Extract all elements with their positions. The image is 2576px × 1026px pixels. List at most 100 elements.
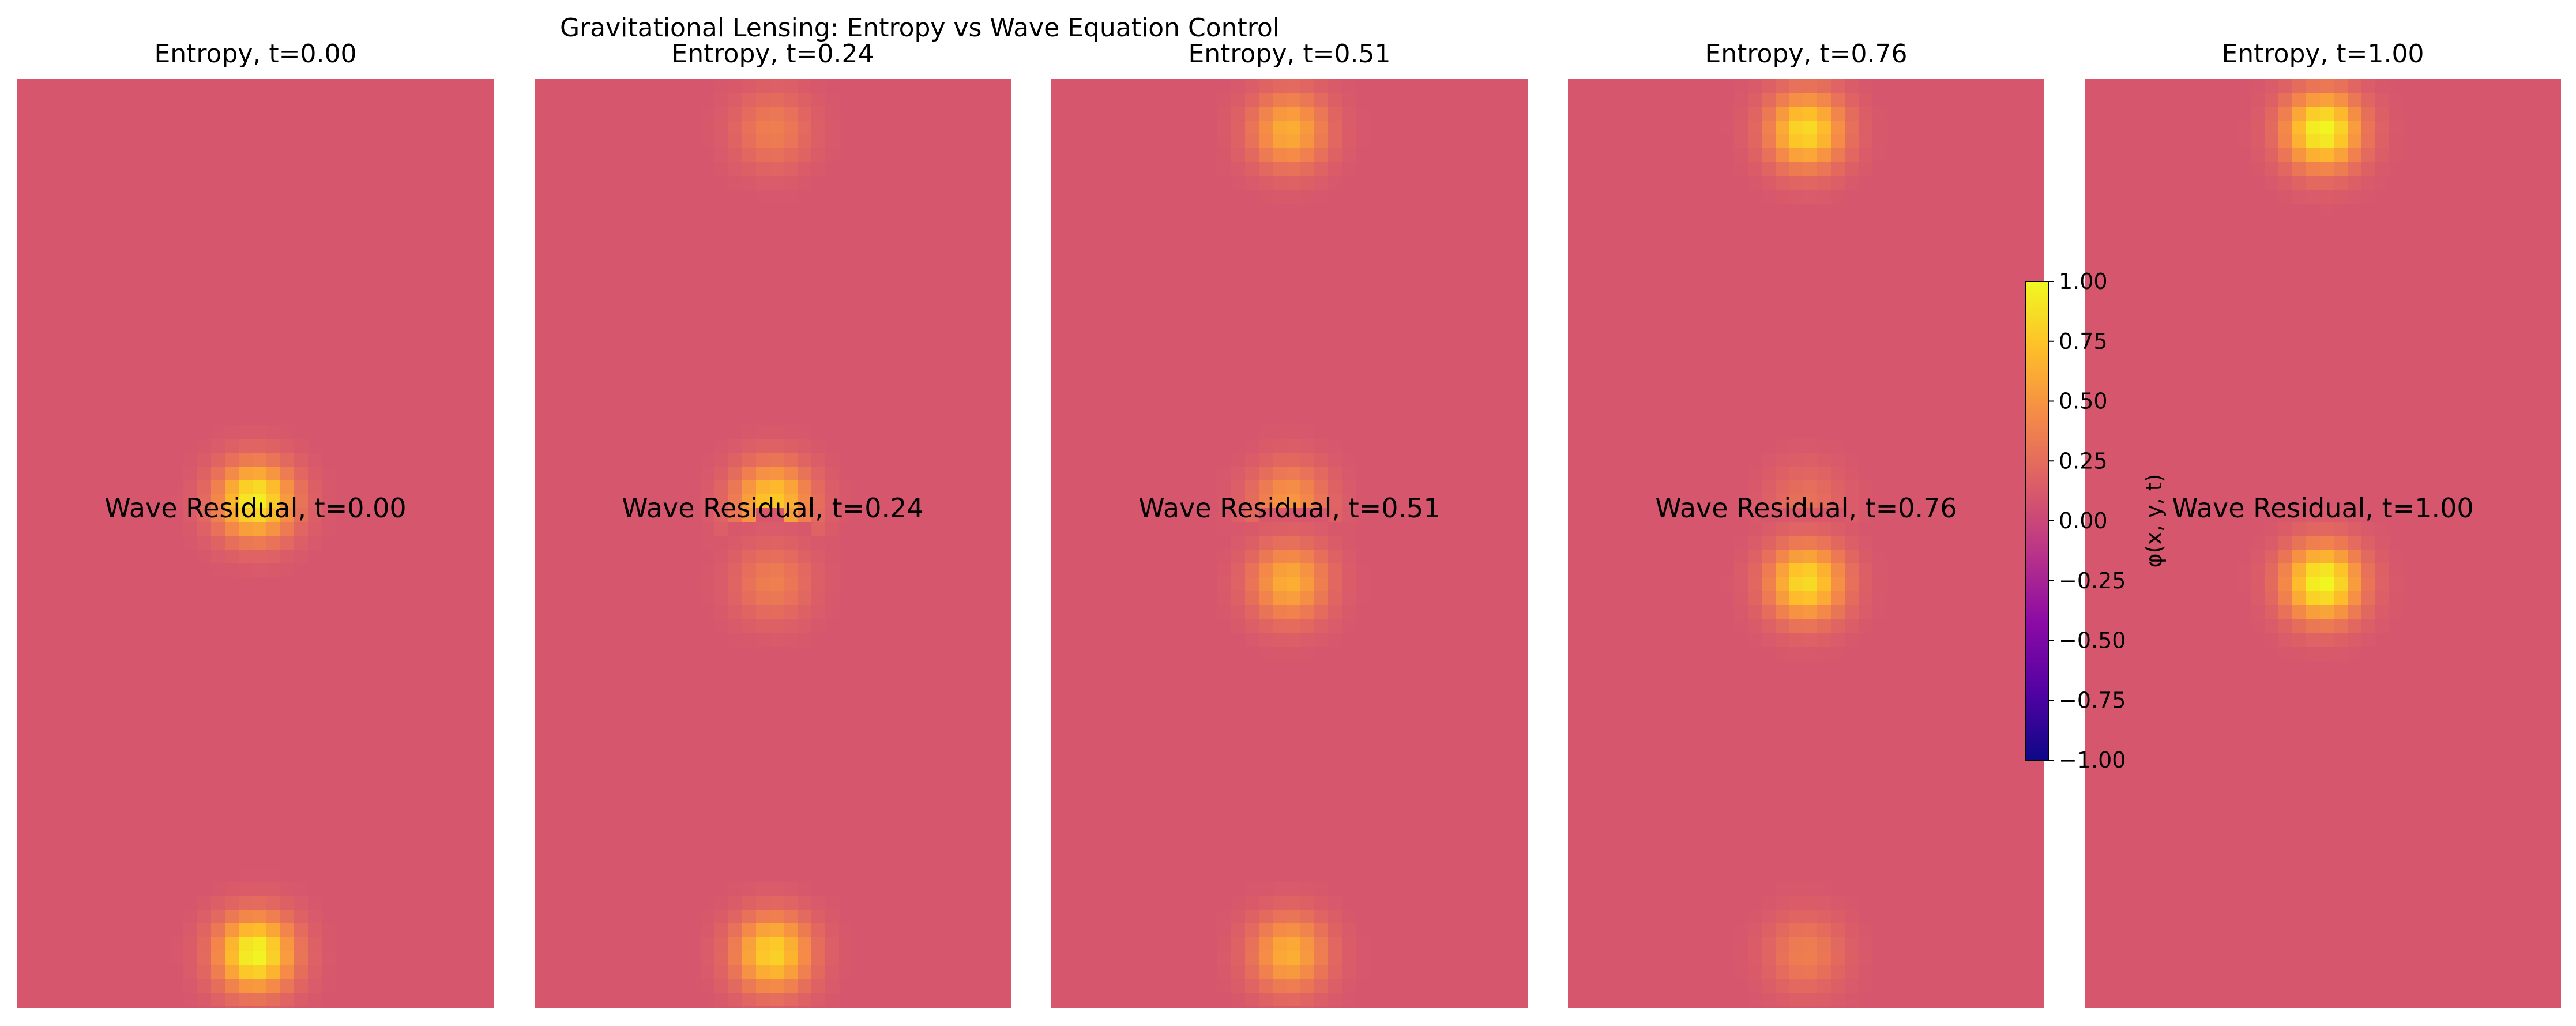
- heat-cell: [239, 425, 253, 439]
- heat-cell: [728, 563, 743, 578]
- heat-cell: [798, 633, 812, 647]
- heat-cell: [811, 121, 826, 135]
- heat-cell: [742, 148, 757, 163]
- heat-cell: [1845, 134, 1859, 149]
- heat-cell: [1789, 494, 1804, 509]
- heat-cell: [1859, 550, 1873, 564]
- heat-cell: [1273, 134, 1287, 149]
- heat-cell: [2375, 107, 2390, 121]
- heat-cell: [1803, 467, 1818, 481]
- heat-cell: [2292, 550, 2307, 564]
- heat-cell: [1803, 148, 1818, 163]
- heat-cell: [294, 1006, 309, 1008]
- heat-cell: [1817, 508, 1832, 523]
- heat-cell: [225, 979, 239, 993]
- heat-cell: [1314, 107, 1329, 121]
- heat-cell: [714, 951, 729, 965]
- heat-cell: [1803, 965, 1818, 979]
- heat-cell: [2265, 121, 2279, 135]
- heat-cell: [811, 494, 826, 509]
- heat-cell: [728, 148, 743, 163]
- heat-cell: [2278, 577, 2293, 592]
- heat-cell: [770, 619, 784, 633]
- heat-cell: [728, 896, 743, 910]
- heat-cell: [1273, 453, 1287, 467]
- heat-cell: [798, 882, 812, 896]
- heat-cell: [756, 1006, 770, 1008]
- heat-cell: [197, 480, 212, 495]
- heat-cell: [197, 522, 212, 536]
- heat-cell: [266, 965, 281, 979]
- heat-cell: [714, 93, 729, 107]
- heat-cell: [1273, 937, 1287, 952]
- heat-cell: [2361, 134, 2376, 149]
- heat-cell: [1245, 896, 1259, 910]
- heat-cell: [756, 536, 770, 550]
- heat-cell: [1748, 605, 1762, 619]
- heat-cell: [1762, 563, 1776, 578]
- heat-cell: [1845, 993, 1859, 1007]
- heat-cell: [1314, 619, 1329, 633]
- heat-cell: [1803, 550, 1818, 564]
- heat-cell: [1314, 536, 1329, 550]
- heat-cell: [1231, 910, 1246, 924]
- heat-cell: [742, 425, 757, 439]
- heat-cell: [1762, 619, 1776, 633]
- heat-cell: [784, 494, 798, 509]
- heat-cell: [239, 439, 253, 453]
- heat-cell: [1789, 148, 1804, 163]
- heat-cell: [253, 993, 267, 1007]
- heat-cell: [308, 453, 322, 467]
- heat-cell: [784, 993, 798, 1007]
- heat-cell: [825, 979, 840, 993]
- figure-title: Gravitational Lensing: Entropy vs Wave E…: [560, 13, 1280, 43]
- heat-cell: [1748, 979, 1762, 993]
- heat-cell: [239, 979, 253, 993]
- heat-cell: [1259, 605, 1273, 619]
- heat-cell: [1314, 550, 1329, 564]
- heat-cell: [798, 605, 812, 619]
- heat-cell: [211, 467, 225, 481]
- heat-cell: [770, 148, 784, 163]
- heat-cell: [197, 1006, 212, 1008]
- heat-cell: [1789, 480, 1804, 495]
- heat-cell: [294, 536, 309, 550]
- heat-cell: [294, 923, 309, 938]
- heat-cell: [280, 453, 295, 467]
- heat-cell: [2348, 190, 2362, 204]
- heat-cell: [1342, 148, 1356, 163]
- heat-cell: [266, 453, 281, 467]
- heat-cell: [1273, 1006, 1287, 1008]
- heat-cell: [1328, 522, 1342, 536]
- heat-cell: [1734, 951, 1748, 965]
- colorbar-tick-label: −0.50: [2059, 628, 2126, 653]
- heat-cell: [1328, 951, 1342, 965]
- heat-cell: [1831, 467, 1845, 481]
- heat-cell: [728, 923, 743, 938]
- heat-cell: [728, 591, 743, 606]
- heat-cell: [183, 453, 198, 467]
- heat-cell: [1314, 176, 1329, 190]
- heat-cell: [225, 453, 239, 467]
- heat-cell: [1231, 550, 1246, 564]
- heat-cell: [1762, 121, 1776, 135]
- heat-cell: [784, 979, 798, 993]
- heat-cell: [1831, 176, 1845, 190]
- heat-cell: [2306, 134, 2321, 149]
- heat-cell: [197, 951, 212, 965]
- heat-cell: [1217, 550, 1232, 564]
- heat-cell: [1734, 536, 1748, 550]
- heat-cell: [280, 522, 295, 536]
- colorbar-ticks: 1.00 0.75 0.50 0.25 0.00 −0.25 −0.50 −0.75 −1.00: [2048, 269, 2126, 773]
- heat-cell: [784, 577, 798, 592]
- heat-cell: [2375, 93, 2390, 107]
- heat-cell: [1328, 896, 1342, 910]
- heat-cell: [728, 134, 743, 149]
- heat-cell: [756, 993, 770, 1007]
- heat-cell: [253, 522, 267, 536]
- heat-cell: [239, 494, 253, 509]
- heat-cell: [2320, 591, 2334, 606]
- heat-cell: [2278, 633, 2293, 647]
- heat-cell: [1356, 591, 1370, 606]
- heat-cell: [1845, 563, 1859, 578]
